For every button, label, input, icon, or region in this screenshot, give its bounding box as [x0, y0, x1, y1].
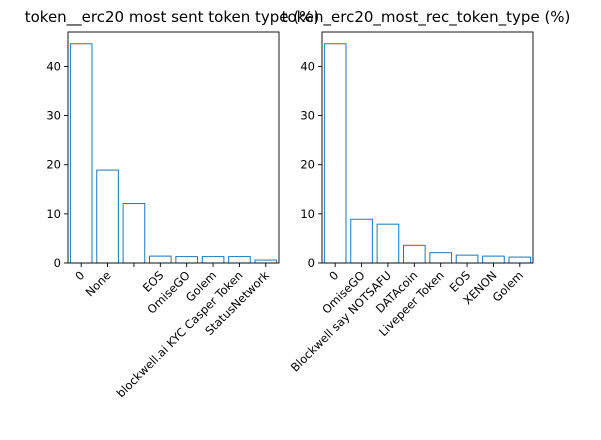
- chart-1-bar-5: [175, 256, 198, 264]
- chart-2-bar-4: [403, 244, 426, 264]
- chart-1-ytick-label-1: 0: [54, 256, 61, 270]
- chart-1-bar-2: [96, 169, 119, 264]
- chart-1-bar-3: [122, 203, 146, 264]
- chart-2-bar-8: [508, 256, 532, 264]
- chart-2-bar-5: [429, 252, 452, 264]
- chart-1-bar-6: [201, 256, 225, 264]
- chart-2-bar-6: [455, 254, 479, 264]
- chart-2-axes-frame: [321, 31, 534, 264]
- chart-2-ytick-label-3: 20: [300, 158, 315, 172]
- chart-1-ytick-label-4: 30: [46, 109, 61, 123]
- chart-2-bar-1: [323, 43, 347, 264]
- chart-1-title: token__erc20 most sent token type (%): [25, 8, 320, 27]
- chart-2-title: token_erc20_most_rec_token_type (%): [282, 8, 571, 27]
- chart-1-bar-1: [69, 43, 93, 264]
- chart-1-ytick-label-3: 20: [46, 158, 61, 172]
- chart-1-xtick-label-2: None: [83, 268, 114, 299]
- chart-2-ytick-label-4: 30: [300, 109, 315, 123]
- chart-2-ytick-label-5: 40: [300, 59, 315, 73]
- chart-2-bar-7: [482, 255, 505, 264]
- chart-2-bar-2: [350, 218, 373, 264]
- chart-1-ytick-label-2: 10: [46, 207, 61, 221]
- chart-1-bar-7: [228, 256, 251, 264]
- chart-1-xtick-label-1: 0: [72, 268, 87, 283]
- chart-2-bar-3: [376, 223, 400, 264]
- chart-1-ytick-label-5: 40: [46, 59, 61, 73]
- chart-2-ytick-label-1: 0: [308, 256, 315, 270]
- chart-1-bar-4: [149, 255, 172, 264]
- chart-2-xtick-label-1: 0: [326, 268, 341, 283]
- chart-1-axes-frame: [67, 31, 280, 264]
- chart-2-ytick-label-2: 10: [300, 207, 315, 221]
